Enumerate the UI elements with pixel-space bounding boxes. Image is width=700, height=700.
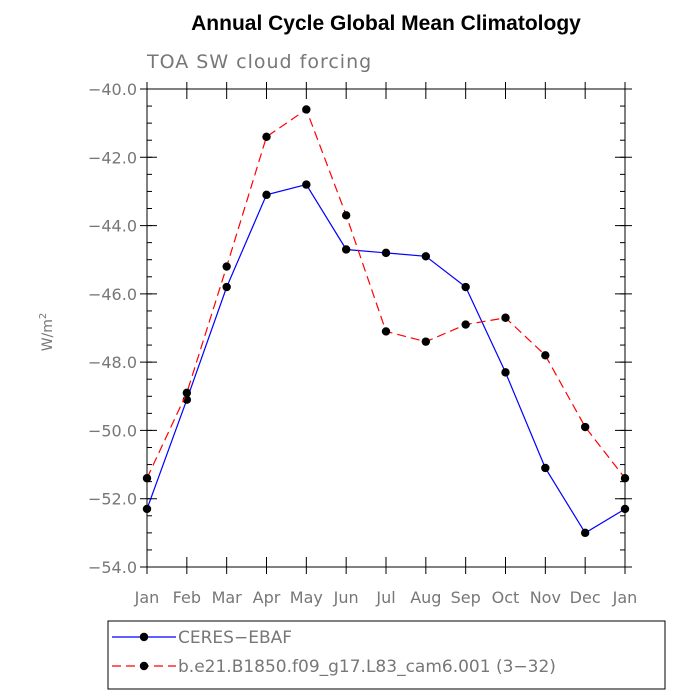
legend-marker-2 <box>139 661 149 671</box>
x-tick-label: Apr <box>253 588 281 607</box>
series-2-point <box>620 474 630 483</box>
series-2-point <box>421 337 431 346</box>
series-2-point <box>142 474 152 483</box>
y-tick-label: −54.0 <box>88 558 137 577</box>
series-1-point <box>381 248 391 258</box>
y-tick-label: −48.0 <box>88 353 137 372</box>
x-tick-label: Feb <box>173 588 201 607</box>
x-tick-label: Sep <box>451 588 481 607</box>
y-axis-label: W/m2 <box>38 313 56 352</box>
series-1-point <box>341 245 351 254</box>
series-1-point <box>302 180 311 189</box>
x-tick-label: Dec <box>570 588 601 607</box>
series-1-point <box>222 282 231 292</box>
series-1-point <box>501 368 510 377</box>
y-axis-label-superscript: 2 <box>38 313 49 319</box>
series-1-point <box>620 504 630 514</box>
y-axis: −54.0 −52.0 −50.0 −48.0 −46.0 −44.0 −42.0 −40.0 <box>88 80 632 577</box>
legend-marker-1 <box>139 632 149 642</box>
y-axis-label-base: W/m <box>40 319 56 351</box>
legend-box <box>107 620 666 690</box>
legend: CERES−EBAF b.e21.B1850.f09_g17.L83_cam6.0… <box>107 620 666 690</box>
y-tick-label: −40.0 <box>88 80 137 99</box>
chart-title: Annual Cycle Global Mean Climatology <box>191 12 581 35</box>
series-2-point <box>182 388 192 398</box>
legend-label-1: CERES−EBAF <box>178 628 292 648</box>
chart-subtitle: TOA SW cloud forcing <box>146 51 372 73</box>
y-tick-label: −44.0 <box>88 217 137 236</box>
x-tick-label: Jun <box>333 588 359 607</box>
series-1-point <box>580 528 590 538</box>
y-tick-label: −52.0 <box>88 490 137 509</box>
series-2-point <box>541 351 550 360</box>
x-tick-label: May <box>290 588 323 607</box>
series-1-point <box>142 504 152 514</box>
series-2-point <box>501 313 510 322</box>
series-1-point <box>421 252 431 261</box>
series-2-point <box>580 422 590 432</box>
y-tick-label: −50.0 <box>88 421 137 440</box>
series-2-point <box>341 211 351 220</box>
series-line-2 <box>146 108 626 479</box>
series-layer <box>142 105 630 538</box>
y-tick-label: −42.0 <box>88 148 137 167</box>
x-axis: Jan Feb Mar Apr May Jun Jul Aug Sep Oct Nov Dec Jan <box>134 82 638 607</box>
x-tick-label: Mar <box>212 588 243 607</box>
x-tick-label: Jan <box>134 588 160 607</box>
legend-label-2: b.e21.B1850.f09_g17.L83_cam6.001 (3−32) <box>178 657 556 677</box>
series-line-1 <box>146 183 626 534</box>
series-1-point <box>541 463 550 473</box>
series-2-point <box>461 320 470 329</box>
series-2-point <box>262 132 271 141</box>
y-tick-label: −46.0 <box>88 285 137 304</box>
x-tick-label: Oct <box>492 588 520 607</box>
series-2-point <box>381 327 391 336</box>
x-tick-label: Jan <box>612 588 638 607</box>
x-tick-label: Jul <box>375 588 395 607</box>
series-2-point <box>302 105 311 114</box>
series-1-point <box>461 282 470 292</box>
series-2-point <box>222 262 231 271</box>
series-1-point <box>262 190 271 200</box>
x-tick-label: Nov <box>530 588 561 607</box>
x-tick-label: Aug <box>410 588 441 607</box>
